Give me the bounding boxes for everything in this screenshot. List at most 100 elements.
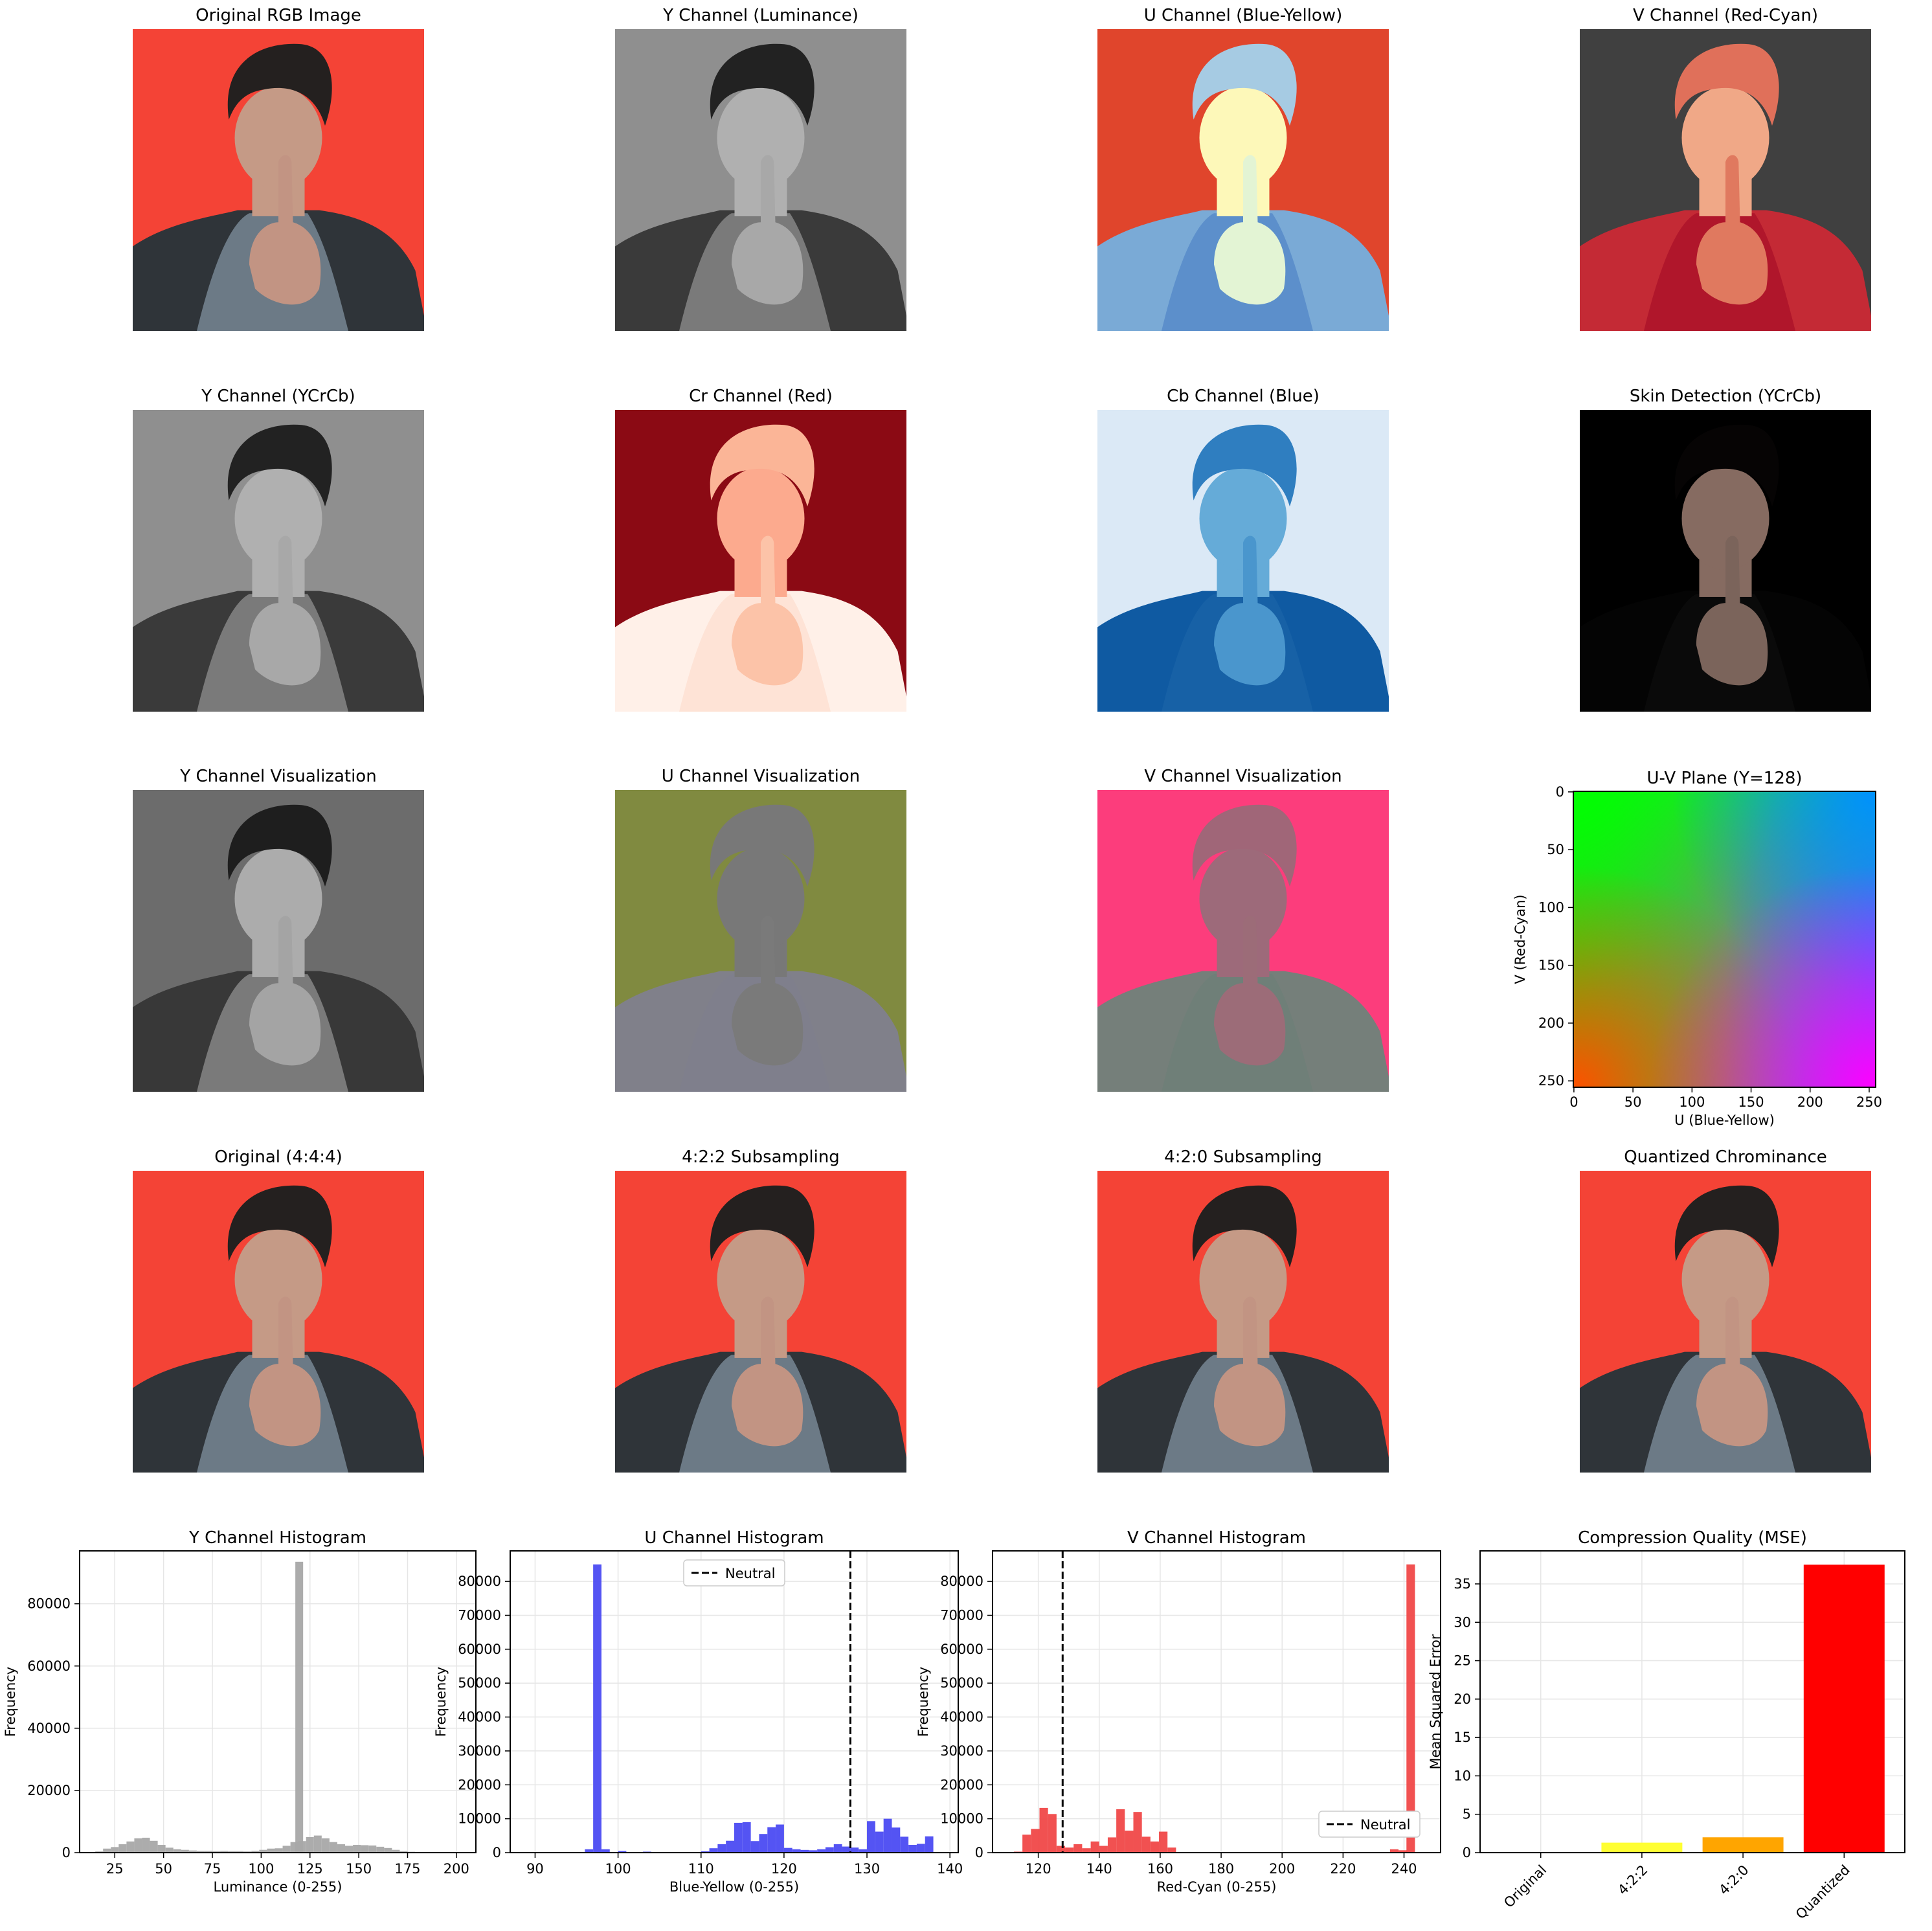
xtick-label: 125 bbox=[297, 1861, 323, 1877]
hair-shape bbox=[710, 804, 814, 887]
hand-shape bbox=[732, 155, 803, 305]
image-panel-p9: Y Channel Visualization bbox=[133, 767, 424, 1092]
histogram-bar bbox=[1022, 1835, 1031, 1853]
uv-ylabel: V (Red-Cyan) bbox=[1512, 894, 1528, 984]
hand-shape bbox=[1214, 1296, 1286, 1447]
chart-1: Neutral 90 100 110 120 130 140 0 10000 20000 30000… bbox=[433, 1528, 963, 1895]
histogram-bar bbox=[1056, 1846, 1066, 1853]
uv-ytick-label: 50 bbox=[1547, 842, 1564, 857]
face-shape bbox=[234, 847, 322, 950]
mse-bar bbox=[1601, 1842, 1683, 1853]
legend-label: Neutral bbox=[725, 1566, 776, 1581]
uv-xtick-label: 50 bbox=[1624, 1094, 1642, 1110]
histogram-bar bbox=[267, 1848, 275, 1853]
histogram-bar bbox=[1406, 1564, 1415, 1853]
histogram-bar bbox=[298, 1841, 306, 1853]
histogram-bar bbox=[817, 1849, 826, 1853]
uv-xtick-label: 250 bbox=[1856, 1094, 1882, 1110]
image-panel-p5: Y Channel (YCrCb) bbox=[133, 387, 424, 712]
xtick-label: 100 bbox=[248, 1861, 274, 1877]
ytick-label: 30000 bbox=[458, 1743, 501, 1759]
histogram-bar bbox=[313, 1835, 322, 1853]
hand-shape bbox=[249, 536, 321, 686]
histogram-bar bbox=[220, 1851, 229, 1853]
histogram-bar bbox=[750, 1841, 759, 1853]
chart-title: Y Channel Histogram bbox=[188, 1528, 366, 1548]
histogram-bar bbox=[392, 1849, 400, 1853]
histogram-bar bbox=[593, 1564, 601, 1853]
panel-title: 4:2:0 Subsampling bbox=[1164, 1147, 1322, 1167]
ytick-label: 25 bbox=[1454, 1653, 1471, 1669]
uv-xtick-label: 100 bbox=[1679, 1094, 1705, 1110]
ytick-label: 60000 bbox=[940, 1642, 983, 1657]
ytick-label: 10 bbox=[1454, 1768, 1471, 1783]
face-shape bbox=[717, 467, 805, 570]
histogram-bar bbox=[188, 1850, 197, 1853]
face-shape bbox=[234, 86, 322, 189]
uv-xlabel: U (Blue-Yellow) bbox=[1674, 1112, 1775, 1128]
histogram-bar bbox=[251, 1851, 260, 1853]
histogram-bar bbox=[916, 1844, 925, 1853]
histogram-bar bbox=[126, 1841, 135, 1853]
chart-3: Original 4:2:2 4:2:0 Quantized 0 5 10 15 20 25 30 3… bbox=[1428, 1528, 1905, 1922]
image-panel-p2: Y Channel (Luminance) bbox=[615, 6, 906, 331]
xtick-label: 140 bbox=[1086, 1861, 1112, 1877]
histogram-bar bbox=[295, 1561, 304, 1853]
panel-title: Quantized Chrominance bbox=[1624, 1147, 1827, 1167]
face-shape bbox=[1199, 1228, 1287, 1331]
histogram-bar bbox=[259, 1849, 267, 1853]
ytick-label: 20 bbox=[1454, 1691, 1471, 1707]
histogram-bar bbox=[228, 1851, 236, 1853]
uv-plane-title: U-V Plane (Y=128) bbox=[1646, 769, 1802, 788]
histogram-bar bbox=[236, 1851, 244, 1853]
histogram-bar bbox=[353, 1844, 361, 1853]
ytick-label: 80000 bbox=[27, 1596, 71, 1612]
ytick-label: 20000 bbox=[458, 1777, 501, 1792]
face-shape bbox=[1681, 86, 1769, 189]
histogram-bar bbox=[875, 1831, 884, 1853]
histogram-bar bbox=[734, 1822, 743, 1853]
image-panel-p16: Quantized Chrominance bbox=[1580, 1147, 1871, 1473]
ytick-label: 15 bbox=[1454, 1730, 1471, 1745]
x-axis-label: Red-Cyan (0-255) bbox=[1157, 1879, 1277, 1895]
ytick-label: 70000 bbox=[458, 1607, 501, 1623]
histogram-bar bbox=[345, 1846, 354, 1853]
face-shape bbox=[717, 86, 805, 189]
ytick-label: 5 bbox=[1463, 1807, 1471, 1822]
ytick-label: 80000 bbox=[940, 1574, 983, 1589]
ytick-label: 0 bbox=[62, 1845, 71, 1860]
legend-box bbox=[683, 1559, 785, 1587]
xtick-label: 200 bbox=[1269, 1861, 1295, 1877]
histogram-bar bbox=[1116, 1809, 1125, 1853]
y-axis-label: Frequency bbox=[3, 1667, 18, 1737]
chart-0: 25 50 75 100 125 150 175 200 0 20000 40000 60000 800… bbox=[3, 1528, 477, 1895]
ytick-label: 35 bbox=[1454, 1576, 1471, 1592]
xtick-label: 75 bbox=[204, 1861, 221, 1877]
panel-title: Y Channel (Luminance) bbox=[662, 6, 859, 25]
uv-xtick-label: 0 bbox=[1569, 1094, 1578, 1110]
xtick-label: 200 bbox=[444, 1861, 469, 1877]
hand-shape bbox=[1214, 916, 1286, 1066]
histogram-bar bbox=[1389, 1849, 1399, 1853]
image-panel-p8: Skin Detection (YCrCb) bbox=[1580, 387, 1871, 712]
image-panel-p1: Original RGB Image bbox=[133, 6, 424, 331]
xtick-label: 110 bbox=[688, 1861, 714, 1877]
hair-shape bbox=[227, 1185, 332, 1268]
face-shape bbox=[717, 1228, 805, 1331]
panel-title: U Channel (Blue-Yellow) bbox=[1144, 6, 1342, 25]
histogram-bar bbox=[1090, 1841, 1099, 1853]
histogram-bar bbox=[792, 1849, 801, 1853]
panel-title: Original RGB Image bbox=[196, 6, 361, 25]
panel-title: Skin Detection (YCrCb) bbox=[1630, 387, 1821, 406]
uv-xtick-label: 200 bbox=[1797, 1094, 1823, 1110]
hair-shape bbox=[1674, 1185, 1779, 1268]
hair-shape bbox=[227, 43, 332, 126]
histogram-bar bbox=[601, 1849, 610, 1853]
uv-ytick-label: 200 bbox=[1538, 1015, 1564, 1031]
histogram-bar bbox=[717, 1844, 726, 1853]
axes-frame bbox=[992, 1550, 1441, 1853]
histogram-bar bbox=[833, 1844, 842, 1853]
hair-shape bbox=[1192, 43, 1297, 126]
uv-corner-magenta bbox=[1573, 791, 1876, 1087]
ytick-label: 50000 bbox=[458, 1675, 501, 1691]
